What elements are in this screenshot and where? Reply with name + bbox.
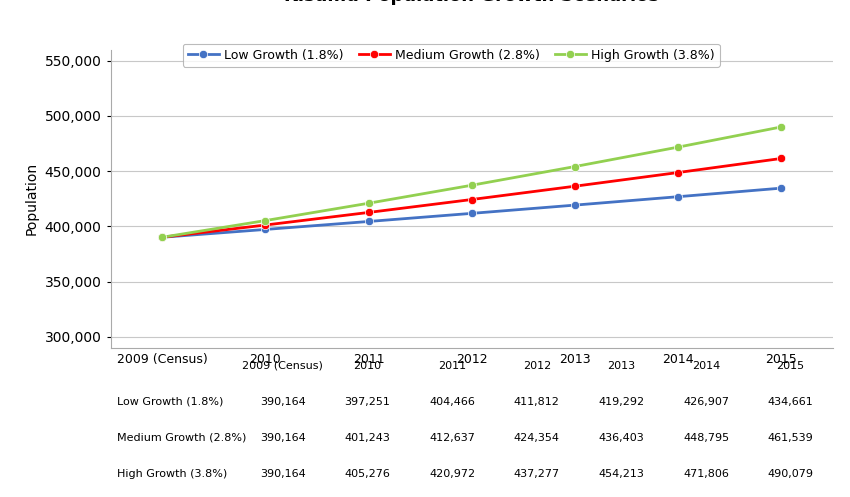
Text: 420,972: 420,972 <box>429 469 475 479</box>
Text: 2015: 2015 <box>777 361 805 371</box>
Line: High Growth (3.8%): High Growth (3.8%) <box>158 123 785 242</box>
Low Growth (1.8%) <box>570 202 580 208</box>
Text: 390,164: 390,164 <box>260 469 306 479</box>
Low Growth (1.8%) <box>364 219 374 225</box>
Y-axis label: Population: Population <box>25 162 39 236</box>
Text: 404,466: 404,466 <box>429 397 475 407</box>
Text: 411,812: 411,812 <box>514 397 559 407</box>
Text: 2012: 2012 <box>523 361 551 371</box>
Low Growth (1.8%) <box>673 194 683 200</box>
Low Growth (1.8%) <box>467 210 477 216</box>
Medium Growth (2.8%) <box>673 169 683 175</box>
Text: 390,164: 390,164 <box>260 433 306 443</box>
Line: Low Growth (1.8%): Low Growth (1.8%) <box>158 184 785 242</box>
High Growth (3.8%) <box>673 144 683 150</box>
Medium Growth (2.8%) <box>157 234 167 240</box>
Low Growth (1.8%) <box>260 227 270 233</box>
Text: 426,907: 426,907 <box>683 397 729 407</box>
Medium Growth (2.8%) <box>570 183 580 189</box>
Low Growth (1.8%) <box>157 234 167 240</box>
Title: Kisumu Population Growth Scenarios: Kisumu Population Growth Scenarios <box>284 0 660 5</box>
Text: 490,079: 490,079 <box>768 469 813 479</box>
Text: 471,806: 471,806 <box>683 469 729 479</box>
Medium Growth (2.8%) <box>776 156 786 162</box>
Text: 448,795: 448,795 <box>683 433 729 443</box>
Text: 454,213: 454,213 <box>598 469 644 479</box>
Text: 419,292: 419,292 <box>598 397 644 407</box>
High Growth (3.8%) <box>260 218 270 224</box>
Text: 2010: 2010 <box>354 361 382 371</box>
Text: 2013: 2013 <box>608 361 636 371</box>
Text: 436,403: 436,403 <box>598 433 644 443</box>
Text: 397,251: 397,251 <box>344 397 390 407</box>
Text: 461,539: 461,539 <box>768 433 813 443</box>
Text: 424,354: 424,354 <box>513 433 560 443</box>
Text: 437,277: 437,277 <box>513 469 560 479</box>
Legend: Low Growth (1.8%), Medium Growth (2.8%), High Growth (3.8%): Low Growth (1.8%), Medium Growth (2.8%),… <box>183 44 719 67</box>
Text: 401,243: 401,243 <box>344 433 390 443</box>
Text: 2009 (Census): 2009 (Census) <box>242 361 323 371</box>
Text: 2014: 2014 <box>692 361 720 371</box>
Text: 2011: 2011 <box>438 361 466 371</box>
High Growth (3.8%) <box>776 124 786 130</box>
Medium Growth (2.8%) <box>364 209 374 215</box>
High Growth (3.8%) <box>157 234 167 240</box>
Text: Medium Growth (2.8%): Medium Growth (2.8%) <box>117 433 246 443</box>
Text: High Growth (3.8%): High Growth (3.8%) <box>117 469 227 479</box>
Text: 405,276: 405,276 <box>344 469 390 479</box>
Medium Growth (2.8%) <box>260 222 270 228</box>
Text: Low Growth (1.8%): Low Growth (1.8%) <box>117 397 224 407</box>
Line: Medium Growth (2.8%): Medium Growth (2.8%) <box>158 154 785 242</box>
Text: 390,164: 390,164 <box>260 397 306 407</box>
High Growth (3.8%) <box>467 182 477 188</box>
Text: 412,637: 412,637 <box>429 433 475 443</box>
High Growth (3.8%) <box>364 200 374 206</box>
Low Growth (1.8%) <box>776 185 786 191</box>
Medium Growth (2.8%) <box>467 196 477 202</box>
High Growth (3.8%) <box>570 164 580 169</box>
Text: 434,661: 434,661 <box>768 397 813 407</box>
